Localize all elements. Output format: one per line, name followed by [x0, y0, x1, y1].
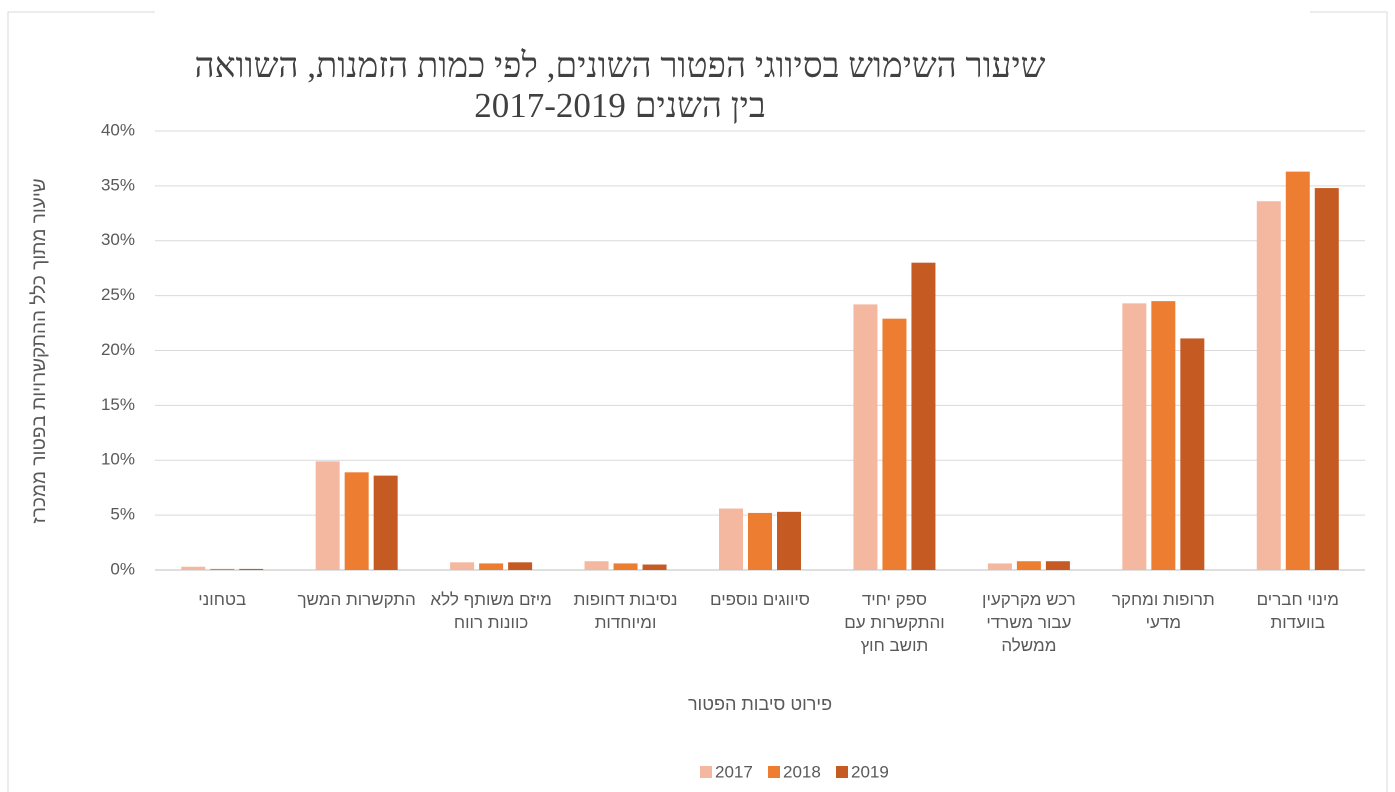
y-tick-label: 25% — [101, 285, 135, 304]
bar — [315, 461, 340, 570]
bar — [479, 563, 504, 570]
bar — [719, 508, 743, 570]
y-tick-label: 20% — [101, 340, 135, 359]
legend-swatch — [836, 766, 848, 778]
bar — [584, 561, 609, 570]
bar — [1045, 561, 1070, 570]
bar — [210, 568, 235, 570]
x-tick-label: תרופות ומחקר מדעי — [1111, 590, 1215, 632]
x-tick-label: מיזם משותף ללא כוונות רווח — [430, 590, 552, 632]
bar — [642, 564, 667, 570]
bar — [853, 304, 878, 570]
y-tick-label: 0% — [110, 559, 135, 578]
bar — [450, 562, 475, 570]
bar — [1180, 338, 1205, 570]
y-axis-title: שיעור מתוך כלל ההתקשרויות בפטור ממכרז — [29, 178, 50, 524]
bar — [181, 566, 206, 570]
y-tick-label: 40% — [101, 120, 135, 139]
legend-swatch — [700, 766, 712, 778]
legend-label: 2019 — [851, 762, 889, 781]
x-tick-label: מינוי חברים בוועדות — [1256, 590, 1339, 632]
bar — [344, 472, 369, 570]
y-tick-label: 5% — [110, 505, 135, 524]
bar — [777, 511, 801, 570]
bar — [373, 475, 398, 570]
legend-label: 2017 — [715, 762, 753, 781]
bar — [239, 568, 264, 570]
x-tick-label: ספק יחיד והתקשרות עם תושב חוץ — [844, 590, 945, 655]
bar — [911, 262, 936, 570]
bar — [987, 563, 1012, 570]
bar — [1256, 201, 1281, 571]
bar — [508, 562, 533, 570]
x-tick-label: סיווגים נוספים — [710, 590, 810, 609]
bar — [1151, 301, 1176, 570]
y-tick-label: 10% — [101, 450, 135, 469]
bar — [1285, 171, 1310, 571]
bar — [1314, 188, 1339, 570]
y-tick-label: 30% — [101, 230, 135, 249]
x-tick-label: התקשרות המשך — [297, 590, 416, 609]
y-tick-label: 35% — [101, 175, 135, 194]
x-axis-title: פירוט סיבות הפטור — [687, 694, 833, 714]
bar — [748, 512, 772, 570]
chart-title: שיעור השימוש בסיווגי הפטור השונים, לפי כ… — [194, 46, 1046, 125]
x-tick-label: נסיבות דחופות ומיוחדות — [573, 590, 678, 632]
bar — [613, 563, 638, 570]
x-tick-label: רכש מקרקעין עבור משרדי ממשלה — [982, 590, 1076, 655]
y-tick-label: 15% — [101, 395, 135, 414]
legend-swatch — [768, 766, 780, 778]
bar — [1016, 561, 1041, 570]
bar — [1122, 303, 1147, 570]
bar — [882, 318, 907, 570]
x-tick-label: בטחוני — [198, 590, 247, 609]
legend-label: 2018 — [783, 762, 821, 781]
chart-border — [7, 11, 1388, 792]
